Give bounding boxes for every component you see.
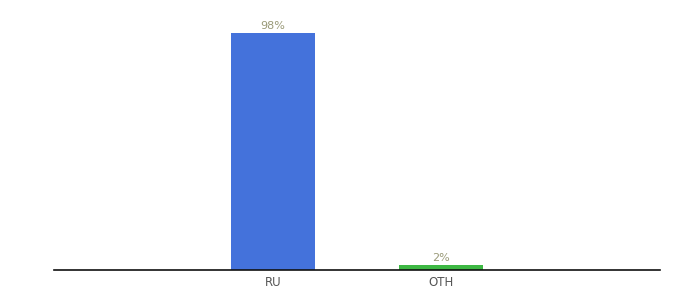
Bar bbox=[399, 265, 483, 270]
Text: 98%: 98% bbox=[260, 21, 286, 31]
Bar bbox=[231, 33, 315, 270]
Text: 2%: 2% bbox=[432, 253, 450, 263]
